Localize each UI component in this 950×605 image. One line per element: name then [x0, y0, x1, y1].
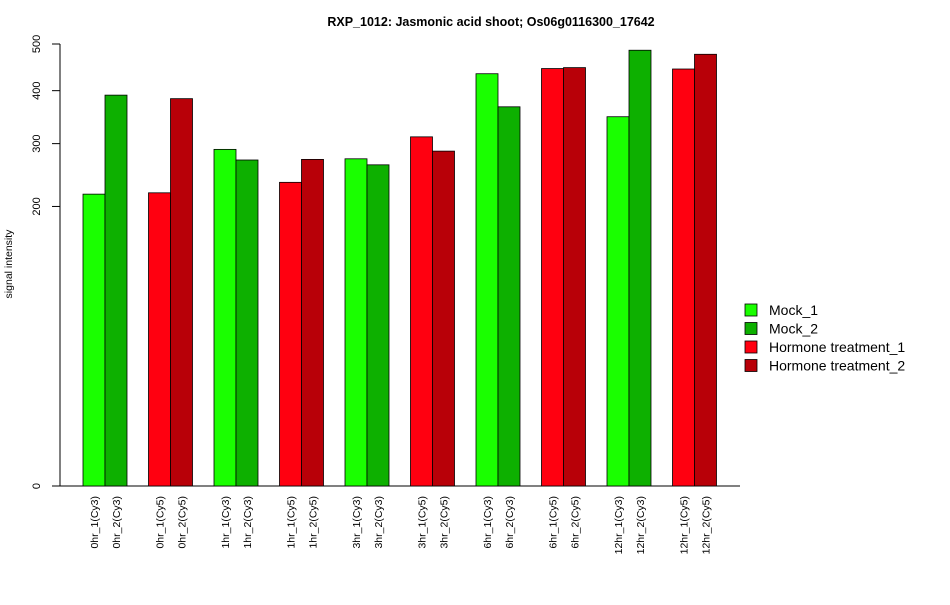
bar — [213, 148, 237, 487]
legend-swatch — [744, 340, 758, 354]
x-category-label: 12hr_1(Cy5) — [679, 496, 691, 554]
bar — [497, 106, 521, 487]
x-category-label: 1hr_1(Cy3) — [220, 496, 232, 549]
bar — [148, 192, 171, 487]
bar — [410, 136, 433, 487]
legend-swatch — [744, 359, 758, 372]
x-axis-labels: 0hr_1(Cy3) 0hr_2(Cy3) 0hr_1(Cy5) 0hr_2(Cy5)… — [89, 496, 713, 554]
chart-title: RXP_1012: Jasmonic acid shoot; Os06g0116… — [327, 15, 654, 29]
bar — [301, 158, 324, 487]
x-category-label: 0hr_1(Cy3) — [89, 496, 101, 549]
x-category-label: 3hr_2(Cy3) — [373, 496, 385, 549]
x-category-label: 0hr_1(Cy5) — [155, 496, 167, 549]
x-category-label: 0hr_2(Cy3) — [111, 496, 123, 549]
bar — [366, 164, 390, 487]
y-tick-label: 0 — [31, 483, 43, 489]
bar — [432, 150, 455, 487]
bars-group — [82, 49, 717, 487]
x-category-label: 1hr_2(Cy5) — [308, 496, 320, 549]
y-tick-label: 400 — [31, 81, 43, 99]
x-category-label: 3hr_1(Cy5) — [417, 496, 429, 549]
bar — [628, 49, 652, 487]
legend: Mock_1 Mock_2 Hormone treatment_1 Hormone t… — [744, 302, 905, 374]
bar — [104, 94, 128, 487]
bar — [475, 73, 499, 487]
bar — [563, 67, 586, 487]
x-category-label: 12hr_2(Cy5) — [701, 496, 713, 554]
x-category-label: 12hr_1(Cy3) — [613, 496, 625, 554]
bar — [170, 98, 193, 487]
x-category-label: 6hr_1(Cy5) — [548, 496, 560, 549]
x-category-label: 12hr_2(Cy3) — [635, 496, 647, 554]
y-tick-label: 500 — [31, 35, 43, 53]
legend-label: Hormone treatment_1 — [769, 339, 905, 355]
y-axis-label: signal intensity — [3, 229, 15, 299]
bar — [694, 53, 717, 487]
y-tick-label: 300 — [31, 134, 43, 152]
x-category-label: 1hr_1(Cy5) — [286, 496, 298, 549]
y-tick-label: 200 — [31, 197, 43, 215]
bar — [344, 158, 368, 487]
bar — [82, 193, 106, 487]
bar — [672, 68, 695, 487]
x-category-label: 1hr_2(Cy3) — [242, 496, 254, 549]
legend-label: Mock_2 — [769, 321, 818, 337]
legend-label: Mock_1 — [769, 302, 818, 318]
legend-swatch — [744, 303, 758, 317]
legend-label: Hormone treatment_2 — [769, 358, 905, 374]
x-category-label: 6hr_2(Cy5) — [570, 496, 582, 549]
bar — [279, 181, 302, 487]
x-category-label: 6hr_2(Cy3) — [504, 496, 516, 549]
bar — [541, 68, 564, 487]
x-category-label: 6hr_1(Cy3) — [482, 496, 494, 549]
legend-swatch — [744, 322, 758, 335]
x-category-label: 3hr_1(Cy3) — [351, 496, 363, 549]
bar — [235, 159, 259, 487]
y-axis-ticks: 0 200 300 400 500 — [31, 35, 60, 489]
x-category-label: 3hr_2(Cy5) — [439, 496, 451, 549]
x-category-label: 0hr_2(Cy5) — [177, 496, 189, 549]
bar — [606, 116, 630, 487]
